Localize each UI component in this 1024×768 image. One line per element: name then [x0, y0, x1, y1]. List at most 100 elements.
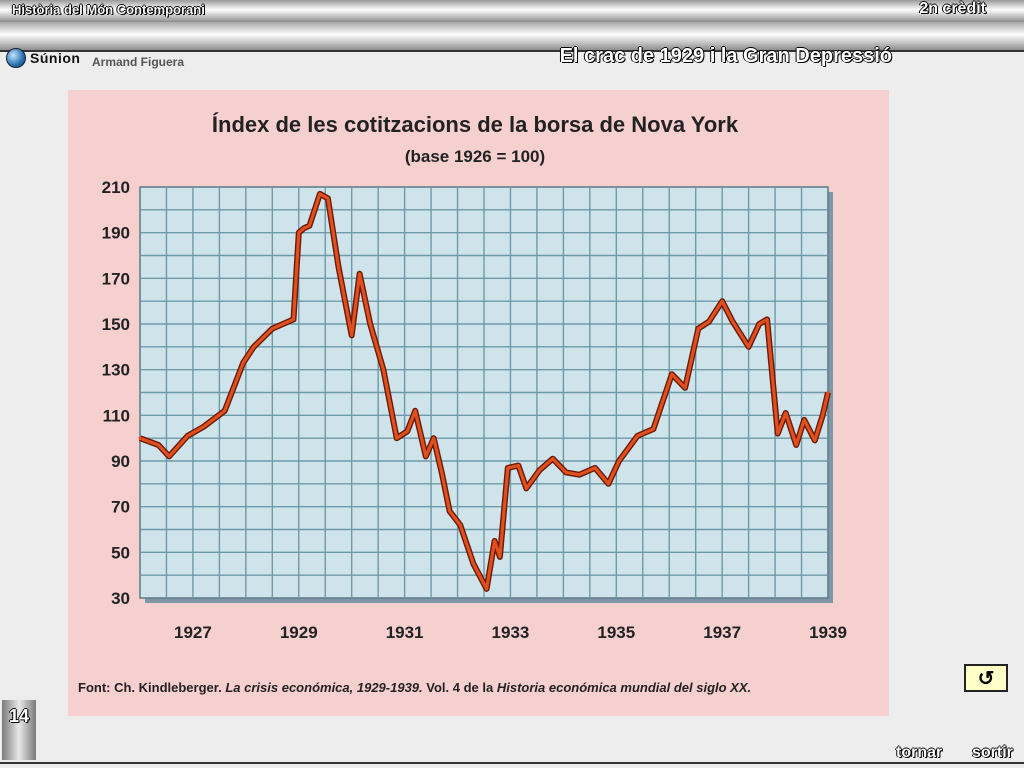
data-point [564, 471, 568, 474]
tornar-link[interactable]: tornar [896, 744, 943, 761]
x-tick-label: 1929 [280, 623, 318, 642]
globe-icon [6, 48, 26, 68]
source-work: Historia económica mundial del siglo XX. [496, 680, 752, 695]
data-point [405, 429, 409, 433]
title-header-bar: Súnion Armand Figuera El crac de 1929 i … [0, 22, 1024, 69]
y-tick-label: 150 [102, 315, 130, 334]
data-point [517, 464, 520, 467]
data-point [696, 327, 700, 330]
x-tick-label: 1935 [597, 623, 635, 642]
chart-figure: Índex de les cotitzacions de la borsa de… [68, 90, 889, 716]
data-point [382, 368, 385, 372]
data-point [223, 409, 227, 413]
data-point [593, 466, 597, 470]
y-tick-label: 210 [102, 178, 130, 197]
credit-label: 2n crèdit [919, 0, 986, 17]
data-point [358, 272, 362, 276]
data-point [318, 192, 322, 196]
page-title: El crac de 1929 i la Gran Depressió [559, 45, 892, 67]
chart-title: Índex de les cotitzacions de la borsa de… [212, 112, 739, 137]
data-point [292, 318, 295, 321]
sortir-link[interactable]: sortir [972, 744, 1013, 761]
y-tick-label: 130 [102, 361, 130, 380]
y-axis: 30 50 70 90 110 130 150 170 190 210 [102, 178, 130, 608]
data-point [670, 372, 674, 376]
data-point [707, 320, 711, 324]
top-header-bar: Història del Món Contemporani 2n crèdit [0, 0, 1024, 23]
author-name: Armand Figuera [92, 55, 185, 69]
y-tick-label: 70 [111, 498, 130, 517]
y-tick-label: 170 [102, 269, 130, 288]
data-point [458, 523, 462, 527]
slide-number-tab: 14 [2, 700, 36, 760]
data-point [167, 455, 171, 458]
data-point [485, 587, 489, 591]
data-point [757, 322, 761, 326]
data-point [826, 391, 830, 394]
return-arrow-icon: ↺ [977, 667, 995, 690]
x-tick-label: 1939 [809, 623, 847, 642]
data-point [337, 265, 340, 269]
chart-subtitle: (base 1926 = 100) [405, 147, 545, 166]
data-point [368, 322, 372, 326]
data-point [802, 418, 806, 422]
data-point [636, 434, 639, 438]
course-title: Història del Món Contemporani [12, 2, 205, 17]
data-point [498, 555, 502, 559]
y-tick-label: 30 [111, 589, 130, 608]
back-button[interactable]: ↺ [964, 664, 1008, 692]
series-line [139, 192, 830, 591]
data-point [524, 487, 528, 490]
data-point [765, 318, 769, 321]
data-point [651, 427, 655, 431]
data-point [551, 457, 555, 461]
data-point [424, 455, 428, 458]
data-point [302, 226, 306, 230]
data-point [270, 327, 274, 330]
data-point [821, 413, 825, 417]
data-point [395, 436, 399, 440]
y-tick-label: 110 [103, 406, 130, 425]
data-point [297, 231, 301, 235]
data-point [720, 299, 724, 303]
slide-number: 14 [8, 706, 30, 726]
plot-area [139, 186, 833, 603]
y-tick-label: 50 [111, 543, 130, 562]
data-point [252, 345, 256, 349]
x-tick-label: 1931 [386, 623, 424, 642]
data-point [776, 432, 780, 435]
data-point [784, 411, 788, 415]
series-group [138, 190, 831, 592]
data-point [138, 436, 142, 440]
data-point [813, 439, 817, 442]
x-axis: 1927 1929 1931 1933 1935 1937 1939 [174, 623, 847, 642]
y-tick-label: 90 [111, 452, 130, 471]
data-point [448, 509, 451, 513]
y-tick-label: 190 [102, 224, 130, 243]
data-point [617, 459, 621, 463]
x-tick-label: 1927 [174, 623, 212, 642]
data-point [747, 345, 751, 349]
data-point [472, 562, 475, 566]
data-point [606, 482, 610, 486]
data-point [186, 434, 190, 438]
data-point [413, 409, 417, 413]
data-point [506, 466, 510, 470]
data-point [326, 197, 330, 200]
chart-source: Font: Ch. Kindleberger. La crisis económ… [78, 680, 751, 695]
logo-text: Súnion [30, 50, 81, 66]
data-point [683, 386, 687, 390]
data-point [493, 539, 496, 543]
source-mid: Vol. 4 de la [426, 680, 494, 695]
data-point [577, 473, 581, 477]
sunion-logo: Súnion [6, 48, 80, 68]
data-point [731, 320, 735, 324]
data-point [350, 334, 354, 337]
data-point [241, 361, 245, 365]
x-tick-label: 1937 [703, 623, 741, 642]
source-prefix: Font: Ch. Kindleberger. [78, 680, 222, 695]
data-point [307, 224, 311, 228]
x-tick-label: 1933 [492, 623, 530, 642]
data-point [202, 425, 205, 429]
bottom-divider [0, 762, 1024, 764]
